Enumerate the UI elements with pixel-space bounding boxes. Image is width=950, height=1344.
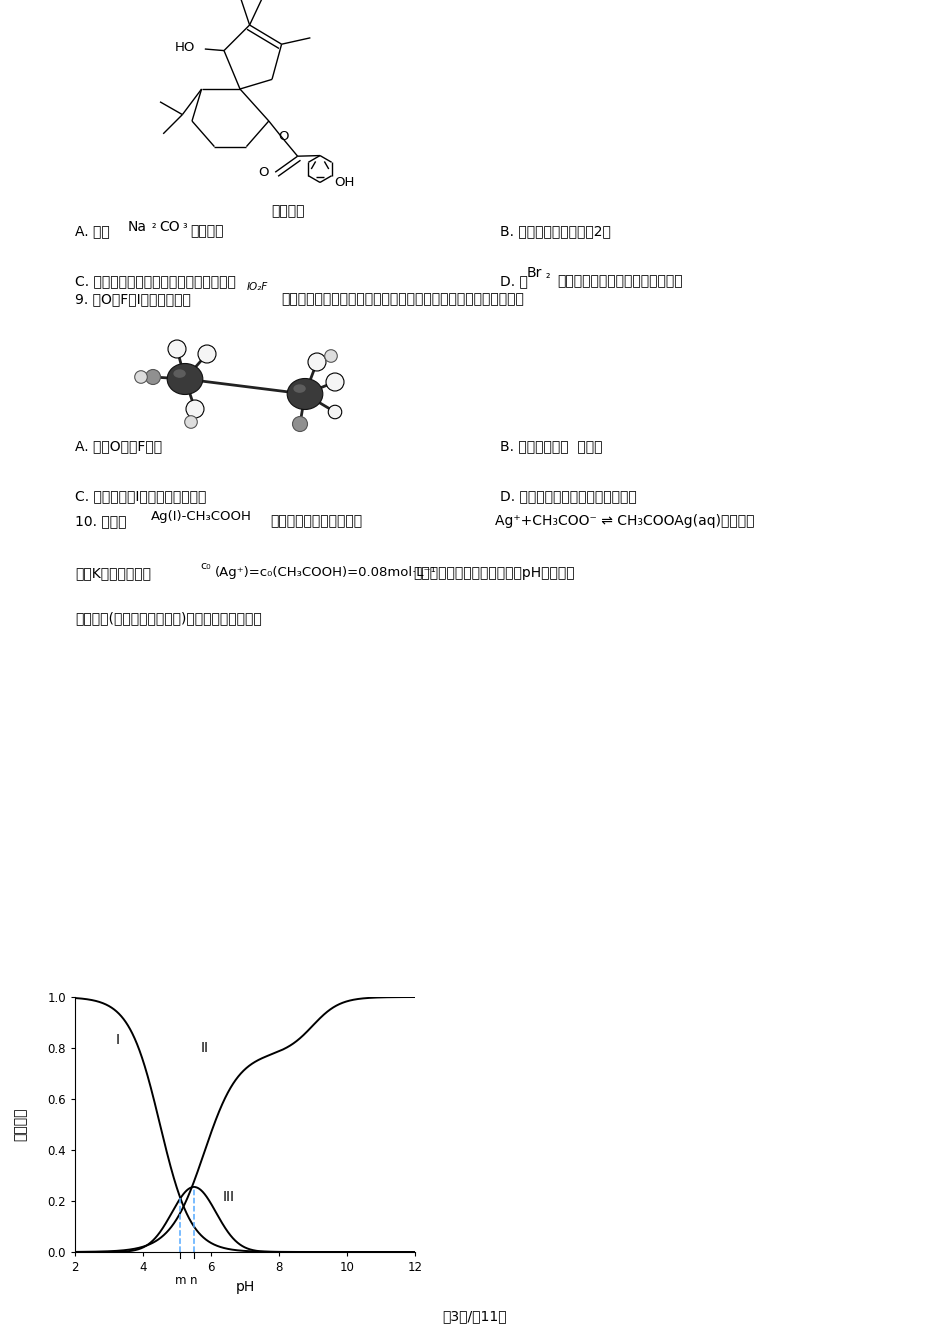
Text: ，所有含碳物种的摩尔分数与pH变化关系: ，所有含碳物种的摩尔分数与pH变化关系 <box>413 566 575 581</box>
Ellipse shape <box>174 370 186 378</box>
Text: II: II <box>200 1042 209 1055</box>
Text: I: I <box>116 1034 120 1047</box>
Text: A. 图中O代表F原子: A. 图中O代表F原子 <box>75 439 162 453</box>
Text: Ag⁺+CH₃COO⁻ ⇌ CH₃COOAg(aq)，平衡常: Ag⁺+CH₃COO⁻ ⇌ CH₃COOAg(aq)，平衡常 <box>495 513 754 528</box>
Circle shape <box>326 374 344 391</box>
Text: 水溶液体系中存在反应：: 水溶液体系中存在反应： <box>270 513 362 528</box>
Text: m: m <box>175 1274 186 1286</box>
Text: 第3页/共11页: 第3页/共11页 <box>443 1309 507 1322</box>
Text: D. 该化合物中所有碘氧键键长相等: D. 该化合物中所有碘氧键键长相等 <box>500 489 636 503</box>
Circle shape <box>308 353 326 371</box>
Text: O: O <box>258 165 269 179</box>
Text: C. 该化合物中I原子存在孤对电子: C. 该化合物中I原子存在孤对电子 <box>75 489 206 503</box>
Text: IO₂F: IO₂F <box>247 282 268 292</box>
Text: (Ag⁺)=c₀(CH₃COOH)=0.08mol·L⁻¹: (Ag⁺)=c₀(CH₃COOH)=0.08mol·L⁻¹ <box>215 566 437 579</box>
Y-axis label: 摩尔分数: 摩尔分数 <box>13 1107 28 1141</box>
Text: C. 酸性条件下的水解产物均可生成高聚物: C. 酸性条件下的水解产物均可生成高聚物 <box>75 274 236 288</box>
Text: 的化合物，能体现其成键结构的片段如图所示。下列说法正确的是: 的化合物，能体现其成键结构的片段如图所示。下列说法正确的是 <box>281 292 523 306</box>
Text: ₃: ₃ <box>182 220 186 230</box>
Ellipse shape <box>287 379 323 410</box>
Circle shape <box>186 401 204 418</box>
Text: 9. 由O、F、I组成化学式为: 9. 由O、F、I组成化学式为 <box>75 292 191 306</box>
Circle shape <box>329 406 342 419</box>
Text: n: n <box>190 1274 198 1286</box>
Text: Br: Br <box>527 266 542 280</box>
Text: ₂: ₂ <box>151 220 156 230</box>
Text: 反应时可发生取代和加成两种反应: 反应时可发生取代和加成两种反应 <box>557 274 683 288</box>
Text: Na: Na <box>128 220 147 234</box>
Ellipse shape <box>294 384 306 392</box>
Circle shape <box>198 345 216 363</box>
Text: B. 消去反应产物最多有2种: B. 消去反应产物最多有2种 <box>500 224 611 238</box>
Text: c₀: c₀ <box>200 560 211 571</box>
Text: 数为K。已初始浓度: 数为K。已初始浓度 <box>75 566 151 581</box>
Text: Ag(Ⅰ)-CH₃COOH: Ag(Ⅰ)-CH₃COOH <box>151 509 252 523</box>
Text: OH: OH <box>334 176 354 190</box>
Text: 阿魏荫宁: 阿魏荫宁 <box>272 204 305 218</box>
Circle shape <box>135 371 147 383</box>
Text: 溶液反应: 溶液反应 <box>190 224 223 238</box>
Text: 如图所示(忽略溶液体积变化)。下列说法正确的是: 如图所示(忽略溶液体积变化)。下列说法正确的是 <box>75 612 262 625</box>
X-axis label: pH: pH <box>236 1279 255 1293</box>
Text: A. 可与: A. 可与 <box>75 224 110 238</box>
Text: D. 与: D. 与 <box>500 274 528 288</box>
Circle shape <box>184 415 198 429</box>
Text: 10. 常温下: 10. 常温下 <box>75 513 126 528</box>
Ellipse shape <box>167 363 203 395</box>
Text: O: O <box>278 130 289 144</box>
Text: CO: CO <box>159 220 180 234</box>
Text: ₂: ₂ <box>546 270 550 280</box>
Circle shape <box>325 349 337 363</box>
Text: HO: HO <box>175 40 195 54</box>
Circle shape <box>168 340 186 358</box>
Circle shape <box>293 417 308 431</box>
Text: B. 该化合物中存  过氧键: B. 该化合物中存 过氧键 <box>500 439 602 453</box>
Text: III: III <box>223 1191 235 1204</box>
Circle shape <box>145 370 161 384</box>
